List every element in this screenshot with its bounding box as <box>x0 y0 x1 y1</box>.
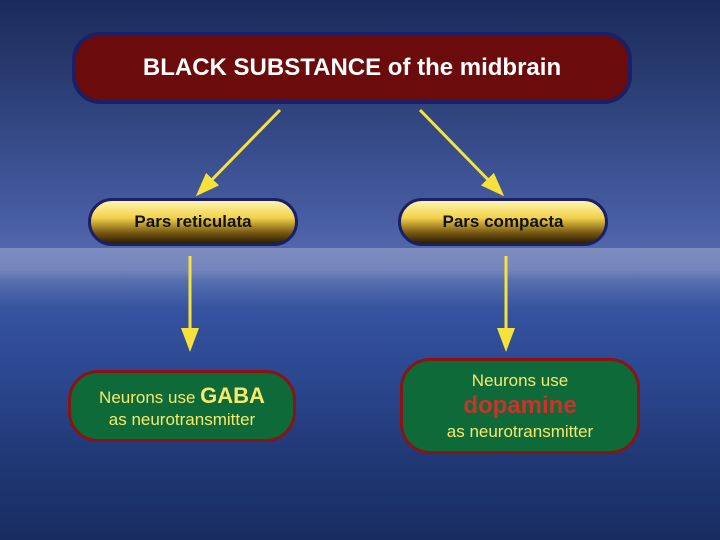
arrow-to-compacta <box>420 110 500 192</box>
arrows-layer <box>0 0 720 540</box>
box-dopamine-line3: as neurotransmitter <box>447 421 593 442</box>
pill-label: Pars compacta <box>443 212 564 232</box>
emph-gaba: GABA <box>200 383 265 408</box>
pill-label: Pars reticulata <box>134 212 251 232</box>
emph-dopamine: dopamine <box>463 391 576 421</box>
text: Neurons use <box>99 388 200 407</box>
pill-pars-reticulata: Pars reticulata <box>88 198 298 246</box>
pill-pars-compacta: Pars compacta <box>398 198 608 246</box>
box-gaba: Neurons use GABA as neurotransmitter <box>68 370 296 442</box>
box-dopamine-line1: Neurons use <box>472 370 568 391</box>
diagram-stage: BLACK SUBSTANCE of the midbrain Pars ret… <box>0 0 720 540</box>
box-gaba-line1: Neurons use GABA <box>99 382 265 410</box>
arrow-to-reticulata <box>200 110 280 192</box>
box-dopamine: Neurons use dopamine as neurotransmitter <box>400 358 640 454</box>
box-gaba-line2: as neurotransmitter <box>109 409 255 430</box>
